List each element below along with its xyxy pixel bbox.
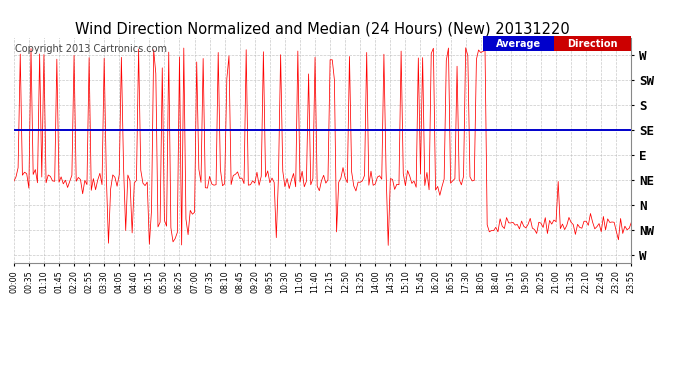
FancyBboxPatch shape [483,36,554,51]
Title: Wind Direction Normalized and Median (24 Hours) (New) 20131220: Wind Direction Normalized and Median (24… [75,21,570,36]
FancyBboxPatch shape [554,36,631,51]
Text: Direction: Direction [567,39,618,49]
Text: Copyright 2013 Cartronics.com: Copyright 2013 Cartronics.com [15,44,167,54]
Text: Average: Average [496,39,541,49]
